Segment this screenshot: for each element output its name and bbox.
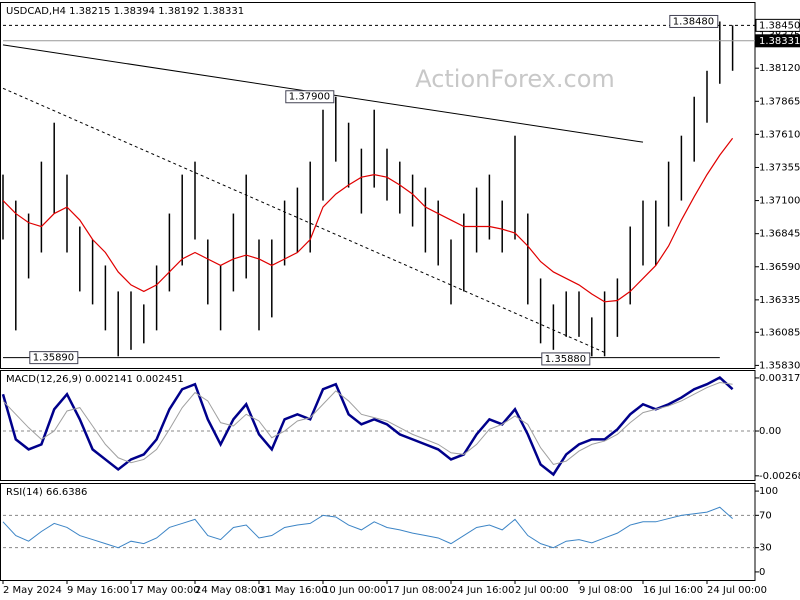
x-tick-label: 16 Jul 16:00 [643, 585, 703, 596]
y-tick-label: 1.36085 [759, 327, 800, 338]
x-tick-label: 17 Jun 08:00 [387, 585, 451, 596]
y-tick-label: 1.37100 [759, 196, 800, 207]
x-tick-label: 2 Jul 00:00 [515, 585, 569, 596]
price-marker-label: 1.38331 [759, 36, 800, 47]
annotation-box [541, 352, 591, 366]
annotation-label: 1.38480 [673, 16, 714, 27]
price-marker-box [755, 34, 800, 48]
annotation-label: 1.37900 [289, 92, 330, 103]
x-tick-label: 31 May 16:00 [259, 585, 328, 596]
x-tick-label: 9 May 16:00 [67, 585, 129, 596]
price-marker-box [755, 18, 800, 32]
panel [0, 2, 756, 369]
x-tick-label: 24 Jul 00:00 [707, 585, 767, 596]
panel-title: RSI(14) 66.6386 [6, 487, 87, 498]
y-tick-label: 70 [759, 510, 772, 521]
panel [0, 370, 756, 481]
y-tick-label: 100 [759, 486, 778, 497]
x-tick-label: 9 Jul 08:00 [579, 585, 633, 596]
x-tick-label: 2 May 2024 [3, 585, 62, 596]
panel [0, 483, 756, 581]
y-tick-label: 1.36845 [759, 229, 800, 240]
y-tick-label: 0.003175 [759, 373, 800, 384]
y-tick-label: 1.38120 [759, 63, 800, 74]
y-tick-label: 1.36590 [759, 262, 800, 273]
annotation-label: 1.35880 [545, 354, 586, 365]
x-tick-label: 10 Jun 00:00 [323, 585, 387, 596]
y-tick-label: 30 [759, 543, 772, 554]
indicator-line [2, 382, 733, 466]
y-tick-label: 1.37610 [759, 129, 800, 140]
annotation-box [285, 90, 335, 104]
y-tick-label: 1.37865 [759, 96, 800, 107]
price-marker-label: 1.38450 [759, 20, 800, 31]
x-tick-label: 24 Jun 16:00 [451, 585, 515, 596]
annotation-box [669, 14, 719, 28]
x-tick-label: 24 May 08:00 [195, 585, 264, 596]
watermark: ActionForex.com [415, 65, 615, 93]
y-tick-label: 1.35830 [759, 360, 800, 371]
y-tick-label: 1.37355 [759, 162, 800, 173]
trendline [2, 87, 605, 353]
indicator-line [1, 376, 734, 477]
annotation-box [29, 351, 79, 365]
y-tick-label: -0.00268 [759, 471, 800, 482]
x-tick-label: 17 May 00:00 [131, 585, 200, 596]
moving-average [2, 137, 734, 303]
y-tick-label: 1.36335 [759, 295, 800, 306]
y-tick-label: 0.00 [759, 426, 781, 437]
panel-title: USDCAD,H4 1.38215 1.38394 1.38192 1.3833… [6, 6, 244, 17]
y-tick-label: 0 [759, 567, 765, 578]
indicator-line [2, 506, 733, 549]
annotation-label: 1.35890 [33, 353, 74, 364]
panel-title: MACD(12,26,9) 0.002141 0.002451 [6, 374, 184, 385]
